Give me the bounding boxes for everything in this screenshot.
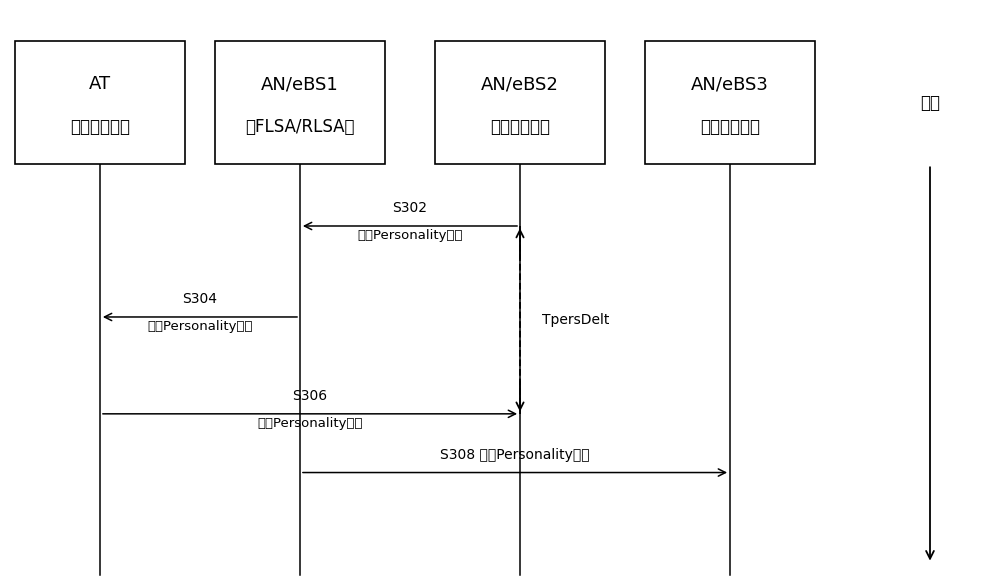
Text: S302: S302 [393,201,428,215]
Text: （FLSA/RLSA）: （FLSA/RLSA） [245,119,355,136]
Text: 删除Personality接受: 删除Personality接受 [257,417,363,430]
Text: AN/eBS2: AN/eBS2 [481,75,559,93]
Text: （接入网２）: （接入网２） [490,119,550,136]
Text: S308 删除Personality通知: S308 删除Personality通知 [440,448,590,462]
Bar [15,41,185,164]
Text: TpersDelt: TpersDelt [542,313,609,327]
Text: AT: AT [89,75,111,93]
Bar [645,41,815,164]
Text: S304: S304 [182,292,218,306]
Bar [215,41,385,164]
Text: 时间: 时间 [920,94,940,112]
Text: 删除Personality请求: 删除Personality请求 [357,229,463,242]
Text: （接入终端）: （接入终端） [70,119,130,136]
Text: S306: S306 [292,389,328,403]
Text: （接入网３）: （接入网３） [700,119,760,136]
Bar [435,41,605,164]
Text: 删除Personality请求: 删除Personality请求 [147,320,253,333]
Text: AN/eBS3: AN/eBS3 [691,75,769,93]
Text: AN/eBS1: AN/eBS1 [261,75,339,93]
